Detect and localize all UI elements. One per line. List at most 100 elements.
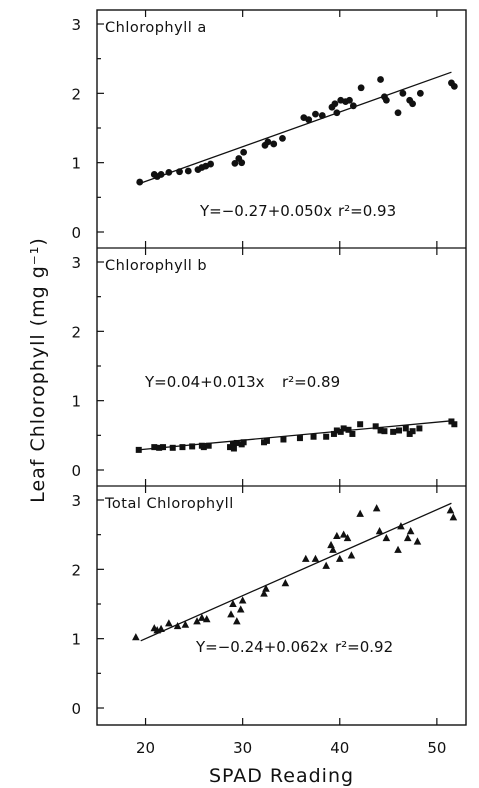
square-marker: [377, 427, 384, 434]
triangle-marker: [329, 545, 337, 553]
square-marker: [357, 421, 364, 428]
y-tick-label: 0: [71, 700, 81, 718]
circle-marker: [238, 159, 246, 167]
triangle-marker: [236, 605, 245, 613]
circle-marker: [136, 178, 144, 186]
x-axis-label: SPAD Reading: [209, 765, 354, 787]
triangle-marker: [132, 633, 140, 641]
regression-equation: Y=−0.24+0.062x: [195, 638, 328, 656]
triangle-marker: [322, 561, 330, 569]
square-marker: [345, 426, 352, 433]
r-squared-label: r²=0.89: [282, 373, 340, 391]
y-tick-label: 1: [71, 155, 81, 173]
regression-line: [140, 502, 452, 642]
triangle-marker: [333, 531, 341, 540]
regression-equation: Y=0.04+0.013x: [144, 373, 265, 391]
triangle-marker: [335, 554, 344, 562]
square-marker: [310, 433, 317, 440]
circle-marker: [305, 116, 313, 124]
triangle-marker: [193, 617, 201, 625]
regression-equation: Y=−0.27+0.050x: [199, 202, 332, 220]
circle-marker: [394, 109, 402, 117]
triangle-marker: [227, 610, 235, 618]
circle-marker: [357, 84, 365, 92]
panel-title: Total Chlorophyll: [104, 496, 234, 512]
panel-title: Chlorophyll b: [105, 258, 207, 274]
square-marker: [451, 421, 458, 428]
y-tick-label: 0: [71, 224, 81, 242]
square-marker: [240, 439, 247, 446]
panel-2: 0 1 2 3 Chlorophyll b Y=0.04+0.013x r²=0.89: [71, 247, 466, 486]
triangle-marker: [446, 506, 455, 514]
circle-marker: [382, 96, 390, 104]
triangle-marker: [403, 533, 412, 542]
square-marker: [390, 428, 397, 435]
circle-marker: [399, 89, 407, 97]
triangle-marker: [413, 537, 422, 545]
r-squared-label: r²=0.93: [338, 202, 396, 220]
square-marker: [323, 433, 330, 440]
circle-marker: [240, 148, 248, 156]
x-tick-label: 30: [233, 739, 252, 757]
circle-marker: [207, 160, 215, 168]
regression-line: [140, 71, 452, 184]
circle-marker: [377, 76, 384, 83]
square-marker: [395, 427, 402, 434]
circle-marker: [346, 96, 353, 104]
triangle-marker: [382, 533, 391, 542]
square-marker: [189, 443, 196, 450]
plot-frame: [96, 9, 467, 726]
square-marker: [230, 445, 237, 452]
panel-1: 0 1 2 3 Chlorophyll a Y=−0.27+0.050x r²=0.93: [71, 10, 458, 248]
triangle-marker: [157, 624, 165, 632]
circle-marker: [318, 112, 326, 119]
triangle-marker: [311, 554, 320, 562]
triangle-marker: [343, 533, 352, 542]
y-tick-label: 3: [71, 492, 81, 510]
square-marker: [381, 428, 388, 435]
triangle-marker: [394, 545, 402, 553]
circle-marker: [450, 83, 458, 90]
y-tick-label: 1: [71, 393, 81, 411]
circle-marker: [279, 135, 286, 142]
y-tick-label: 2: [71, 561, 81, 579]
triangle-marker: [181, 620, 190, 628]
circle-marker: [165, 168, 173, 176]
circle-marker: [333, 109, 341, 117]
triangle-marker: [165, 619, 173, 627]
triangle-marker: [301, 554, 310, 562]
y-axis-label: Leaf Chlorophyll (mg g⁻¹): [27, 237, 49, 503]
square-marker: [200, 444, 207, 451]
square-marker: [169, 444, 176, 451]
square-marker: [263, 437, 270, 444]
triangle-marker: [238, 596, 247, 604]
circle-marker: [416, 89, 424, 97]
square-marker: [349, 430, 356, 437]
square-marker: [151, 444, 158, 451]
triangle-marker: [202, 615, 211, 623]
triangle-marker: [260, 589, 268, 597]
circle-marker: [231, 159, 239, 167]
square-marker: [280, 436, 287, 443]
triangle-marker: [375, 527, 384, 535]
x-tick-label: 50: [427, 739, 446, 757]
circle-marker: [176, 168, 183, 176]
y-tick-label: 2: [71, 85, 81, 103]
square-marker: [340, 425, 347, 432]
circle-marker: [349, 102, 357, 110]
triangle-marker: [173, 621, 182, 630]
x-tick-label: 20: [136, 739, 155, 757]
square-marker: [205, 442, 212, 449]
square-marker: [409, 428, 416, 435]
circle-marker: [264, 138, 272, 146]
square-marker: [372, 423, 379, 430]
y-tick-label: 3: [71, 254, 81, 272]
square-marker: [233, 439, 240, 446]
y-tick-label: 2: [71, 323, 81, 341]
triangle-marker: [372, 504, 381, 512]
square-marker: [333, 427, 340, 434]
y-tick-label: 3: [71, 16, 81, 34]
y-tick-label: 0: [71, 462, 81, 480]
circle-marker: [157, 171, 165, 178]
